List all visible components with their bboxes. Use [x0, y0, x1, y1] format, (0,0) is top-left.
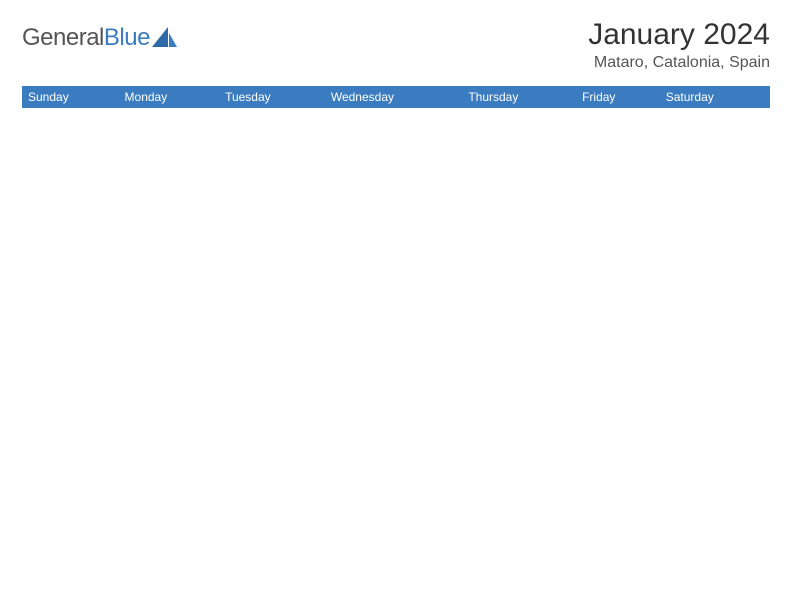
logo: GeneralBlue	[22, 18, 178, 52]
page-title: January 2024	[588, 18, 770, 52]
logo-part1: General	[22, 24, 104, 51]
weekday-header: Friday	[576, 86, 660, 108]
calendar-table: Sunday Monday Tuesday Wednesday Thursday…	[22, 86, 770, 108]
sail-icon	[152, 27, 178, 49]
title-block: January 2024 Mataro, Catalonia, Spain	[588, 18, 770, 72]
weekday-header: Wednesday	[324, 86, 461, 108]
weekday-header: Thursday	[462, 86, 576, 108]
location-subtitle: Mataro, Catalonia, Spain	[588, 54, 770, 72]
weekday-header: Tuesday	[219, 86, 325, 108]
logo-part2: Blue	[104, 24, 150, 51]
weekday-header: Monday	[118, 86, 219, 108]
weekday-header: Saturday	[659, 86, 769, 108]
weekday-header: Sunday	[22, 86, 118, 108]
header: GeneralBlue January 2024 Mataro, Catalon…	[22, 18, 770, 72]
weekday-header-row: Sunday Monday Tuesday Wednesday Thursday…	[22, 86, 770, 108]
logo-text: GeneralBlue	[22, 24, 150, 52]
